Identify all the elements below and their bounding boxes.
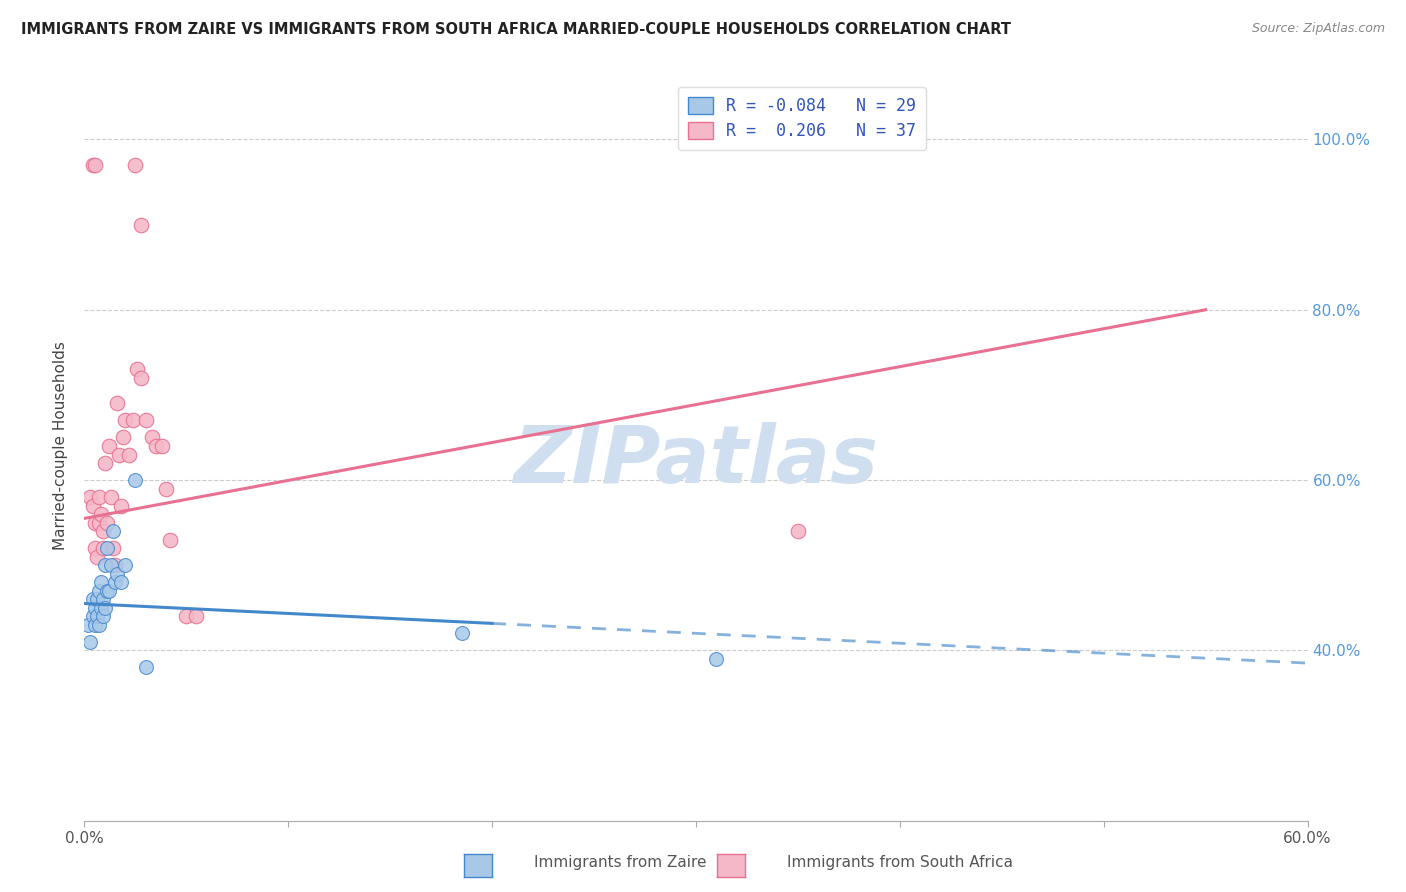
Point	[87, 617, 110, 632]
Point	[131, 218, 153, 232]
Point	[96, 583, 118, 598]
Point	[706, 652, 728, 666]
Point	[174, 609, 197, 624]
Point	[110, 575, 132, 590]
Point	[127, 362, 149, 376]
Point	[97, 583, 120, 598]
Point	[91, 541, 114, 556]
Point	[79, 635, 101, 649]
Point	[114, 413, 136, 427]
Point	[79, 490, 101, 504]
Point	[82, 158, 104, 172]
Point	[787, 524, 810, 538]
Point	[155, 482, 177, 496]
Text: Immigrants from South Africa: Immigrants from South Africa	[787, 855, 1014, 870]
Legend: R = -0.084   N = 29, R =  0.206   N = 37: R = -0.084 N = 29, R = 0.206 N = 37	[678, 87, 927, 150]
Point	[150, 439, 173, 453]
Point	[91, 524, 114, 538]
Point	[87, 583, 110, 598]
Point	[83, 158, 105, 172]
Point	[82, 592, 104, 607]
Point	[105, 566, 128, 581]
Point	[112, 430, 135, 444]
Point	[77, 617, 100, 632]
Point	[93, 558, 115, 573]
Point	[101, 541, 124, 556]
Point	[124, 158, 146, 172]
Point	[86, 609, 108, 624]
Point	[118, 448, 141, 462]
Text: Source: ZipAtlas.com: Source: ZipAtlas.com	[1251, 22, 1385, 36]
Point	[83, 617, 105, 632]
Y-axis label: Married-couple Households: Married-couple Households	[53, 342, 69, 550]
Text: Immigrants from Zaire: Immigrants from Zaire	[534, 855, 707, 870]
Point	[87, 516, 110, 530]
Point	[135, 660, 157, 674]
Point	[82, 499, 104, 513]
Point	[135, 413, 157, 427]
Text: ZIPatlas: ZIPatlas	[513, 422, 879, 500]
Point	[186, 609, 208, 624]
Point	[450, 626, 472, 640]
Point	[100, 558, 122, 573]
Point	[90, 507, 112, 521]
Point	[108, 448, 131, 462]
Point	[124, 473, 146, 487]
Point	[93, 456, 115, 470]
Point	[83, 516, 105, 530]
Point	[159, 533, 181, 547]
Point	[104, 575, 127, 590]
Point	[93, 600, 115, 615]
Point	[87, 490, 110, 504]
Point	[110, 499, 132, 513]
Point	[141, 430, 163, 444]
Point	[91, 609, 114, 624]
Point	[96, 541, 118, 556]
Point	[122, 413, 145, 427]
Point	[105, 396, 128, 410]
Point	[96, 516, 118, 530]
Point	[131, 371, 153, 385]
Point	[82, 609, 104, 624]
Point	[91, 592, 114, 607]
Text: IMMIGRANTS FROM ZAIRE VS IMMIGRANTS FROM SOUTH AFRICA MARRIED-COUPLE HOUSEHOLDS : IMMIGRANTS FROM ZAIRE VS IMMIGRANTS FROM…	[21, 22, 1011, 37]
Point	[100, 490, 122, 504]
Point	[86, 549, 108, 564]
Point	[97, 439, 120, 453]
Point	[83, 541, 105, 556]
Point	[86, 592, 108, 607]
Point	[101, 524, 124, 538]
Point	[83, 600, 105, 615]
Point	[90, 600, 112, 615]
Point	[90, 575, 112, 590]
Point	[145, 439, 167, 453]
Point	[104, 558, 127, 573]
Point	[114, 558, 136, 573]
